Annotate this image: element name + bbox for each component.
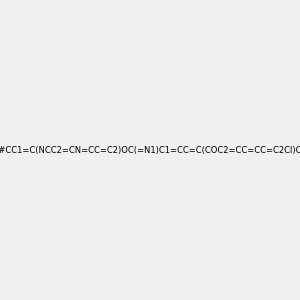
Text: N#CC1=C(NCC2=CN=CC=C2)OC(=N1)C1=CC=C(COC2=CC=CC=C2Cl)O1: N#CC1=C(NCC2=CN=CC=C2)OC(=N1)C1=CC=C(COC…	[0, 146, 300, 154]
